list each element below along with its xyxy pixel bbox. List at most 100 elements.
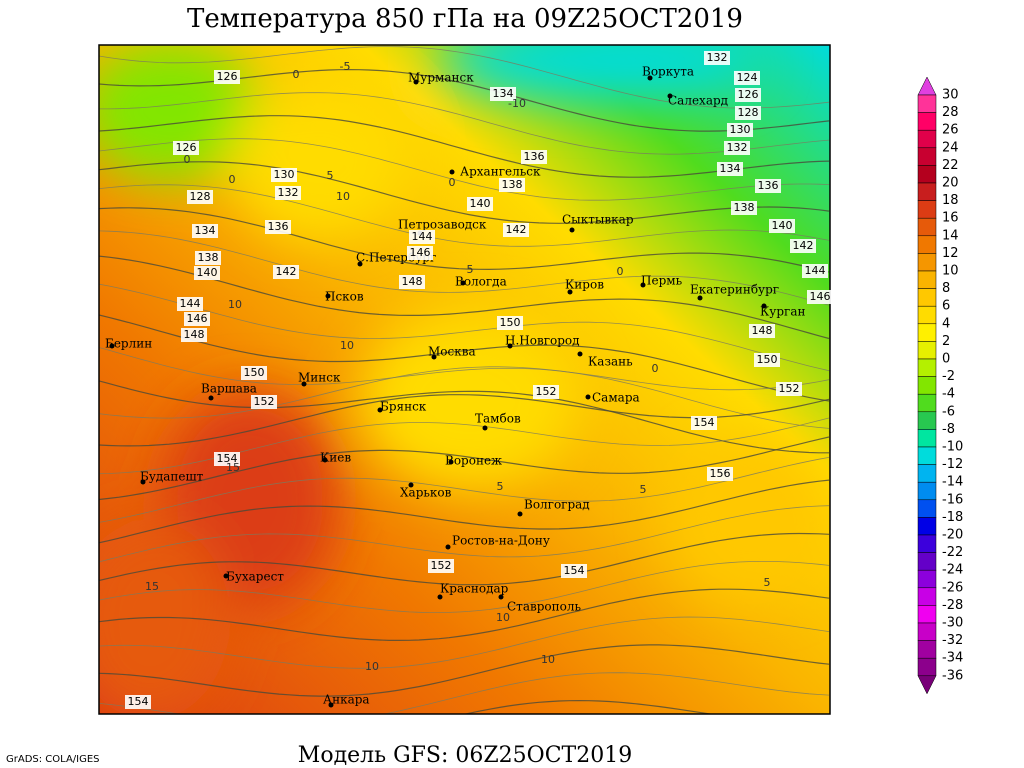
height-label: 152 [536, 385, 557, 398]
height-label: 138 [502, 178, 523, 191]
city-dot [640, 282, 646, 288]
city-dot [357, 261, 363, 267]
city-dot [761, 303, 767, 309]
colorbar-swatch [917, 358, 937, 377]
isotherm-label: 5 [497, 480, 504, 493]
isotherm-label: 10 [340, 339, 354, 352]
city-dot [507, 343, 513, 349]
contour-line [99, 207, 830, 273]
city-dot [208, 395, 214, 401]
city-label: Киров [565, 278, 604, 292]
city-label: Москва [428, 345, 476, 359]
city-dot [585, 394, 591, 400]
height-label: 138 [198, 251, 219, 264]
city-label: Сыктывкар [562, 213, 634, 227]
height-label-box [497, 316, 523, 330]
colorbar-label: -24 [942, 563, 963, 578]
colorbar-label: -4 [942, 387, 955, 402]
colorbar-swatch [917, 587, 937, 606]
city-label: Курган [760, 305, 805, 319]
city-label: Архангельск [460, 165, 541, 179]
height-label-box [735, 88, 761, 102]
contour-line [99, 347, 830, 429]
height-label-box [503, 223, 529, 237]
isotherm-label: 10 [228, 298, 242, 311]
height-label-box [561, 564, 587, 578]
city-dot [448, 459, 454, 465]
height-label: 130 [730, 123, 751, 136]
city-label: Берлин [105, 337, 152, 351]
height-label-box [749, 324, 775, 338]
colorbar-swatch [917, 569, 937, 589]
colorbar-top [917, 76, 937, 96]
height-label: 146 [187, 312, 208, 325]
height-label: 134 [493, 87, 514, 100]
height-label-box [802, 264, 828, 278]
height-label-box [754, 353, 780, 367]
isotherm-label: 15 [226, 461, 240, 474]
city-dot [460, 280, 466, 286]
colorbar-swatch [917, 147, 937, 166]
title: Температура 850 гПа на 09Z25OCT2019 [187, 4, 743, 34]
city-dot [569, 227, 575, 233]
height-label-box [691, 416, 717, 430]
credit: GrADS: COLA/IGES [6, 754, 100, 765]
height-label-box [707, 467, 733, 481]
height-label: 146 [810, 290, 831, 303]
height-label-box [807, 290, 833, 304]
height-label: 154 [128, 695, 149, 708]
isotherm-label: -10 [508, 97, 526, 110]
height-label-box [769, 219, 795, 233]
isotherm-label: 5 [327, 169, 334, 182]
colorbar-label: -30 [942, 616, 963, 631]
colorbar-bottom [917, 675, 937, 695]
colorbar-swatch [917, 94, 937, 113]
height-label-box [790, 239, 816, 253]
model-caption: Модель GFS: 06Z25OCT2019 [298, 743, 632, 768]
height-label-box [241, 366, 267, 380]
city-label: Псков [325, 290, 364, 304]
height-label-box [195, 251, 221, 265]
colorbar-label: 20 [942, 176, 959, 191]
map [99, 45, 830, 714]
colorbar-swatch [917, 605, 937, 624]
city-label: Харьков [400, 486, 452, 500]
height-label: 134 [195, 224, 216, 237]
city-label: Тамбов [475, 412, 521, 426]
height-label: 148 [184, 328, 205, 341]
height-label-box [717, 162, 743, 176]
colorbar-swatch [917, 534, 937, 553]
colorbar-label: -32 [942, 633, 963, 648]
colorbar-swatch [917, 129, 937, 149]
colorbar-swatch [917, 235, 937, 254]
height-label: 130 [274, 168, 295, 181]
city-dot [498, 594, 504, 600]
contour-line [99, 366, 830, 419]
city-label: Ставрополь [507, 600, 581, 614]
height-label-box [271, 168, 297, 182]
colorbar-swatch [917, 464, 937, 483]
colorbar-label: -16 [942, 492, 963, 507]
colorbar-swatch [917, 640, 937, 659]
colorbar-label: -6 [942, 404, 955, 419]
isotherm-label: 0 [184, 153, 191, 166]
isotherm-label: -5 [340, 60, 351, 73]
height-label-box [734, 71, 760, 85]
height-label-box [407, 246, 433, 260]
height-label: 144 [180, 297, 201, 310]
map-frame [98, 44, 831, 715]
height-label: 142 [793, 239, 814, 252]
contour-line [99, 138, 830, 201]
city-dot [577, 351, 583, 357]
contour-line [99, 457, 830, 523]
colorbar-swatch [917, 376, 937, 395]
colorbar-label: 24 [942, 140, 959, 155]
contour-line [99, 255, 830, 340]
city-dot [437, 594, 443, 600]
height-label: 140 [470, 197, 491, 210]
colorbar-label: -18 [942, 510, 963, 525]
colorbar-swatch [917, 622, 937, 641]
city-dot [328, 702, 334, 708]
city-dot [517, 511, 523, 517]
contour-line [99, 46, 830, 109]
